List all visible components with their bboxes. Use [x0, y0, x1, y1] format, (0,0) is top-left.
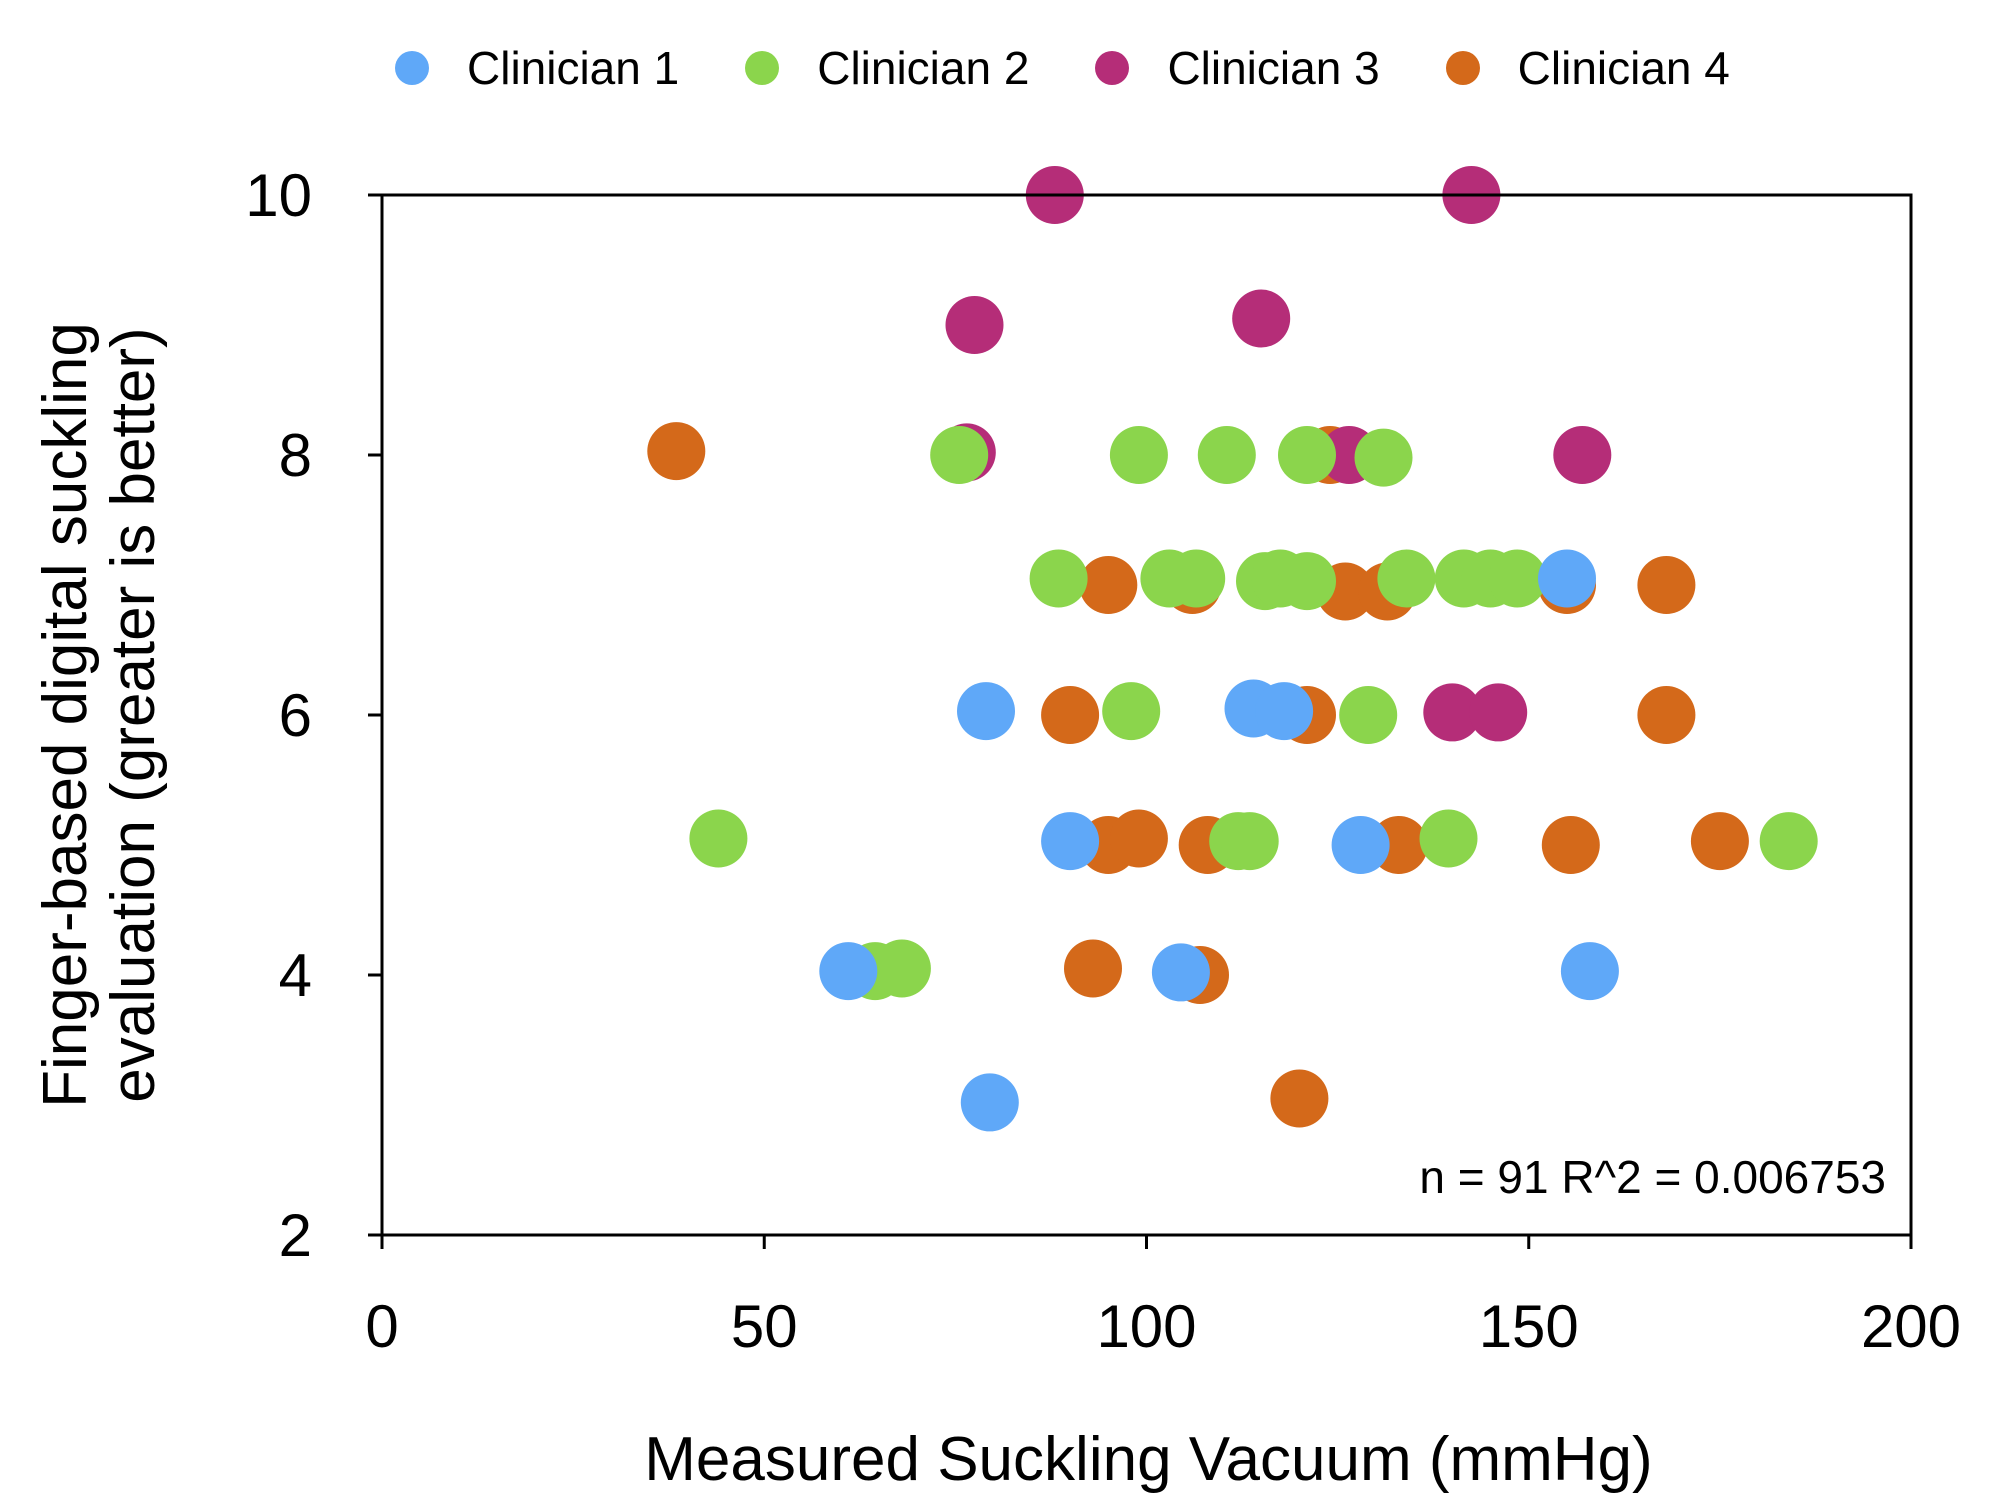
data-point-clinician-4[interactable] [647, 422, 706, 481]
data-point-clinician-4[interactable] [1109, 809, 1168, 868]
data-point-clinician-2[interactable] [689, 809, 748, 868]
legend-item-clinician-3[interactable]: Clinician 3 [1095, 38, 1380, 98]
data-point-clinician-2[interactable] [872, 939, 931, 998]
data-point-clinician-2[interactable] [1220, 812, 1279, 871]
data-point-clinician-1[interactable] [1560, 942, 1619, 1001]
data-point-clinician-2[interactable] [1488, 549, 1547, 608]
data-point-clinician-1[interactable] [1041, 812, 1100, 871]
data-point-clinician-3[interactable] [1423, 683, 1482, 742]
x-tick-label: 50 [731, 1293, 798, 1360]
y-axis-title: Finger-based digital suckling evaluation… [31, 322, 168, 1108]
legend-item-clinician-2[interactable]: Clinician 2 [745, 38, 1029, 98]
data-point-clinician-2[interactable] [1278, 426, 1336, 484]
y-tick-label: 8 [279, 422, 312, 489]
x-tick-label: 100 [1096, 1293, 1196, 1360]
legend-swatch-clinician-4 [1445, 51, 1480, 85]
points-layer [647, 166, 1818, 1132]
y-tick-label: 2 [279, 1202, 312, 1269]
legend: Clinician 1 Clinician 2 Clinician 3 Clin… [395, 38, 1796, 98]
data-point-clinician-2[interactable] [930, 426, 989, 484]
data-point-clinician-4[interactable] [1637, 686, 1696, 744]
data-point-clinician-1[interactable] [1151, 943, 1210, 1002]
y-tick-label: 10 [245, 162, 312, 229]
data-point-clinician-4[interactable] [1690, 812, 1749, 871]
data-point-clinician-1[interactable] [960, 1073, 1019, 1132]
data-point-clinician-1[interactable] [1331, 816, 1390, 874]
legend-label-clinician-4: Clinician 4 [1517, 42, 1730, 94]
legend-swatch-clinician-1 [395, 51, 429, 85]
data-point-clinician-1[interactable] [957, 682, 1015, 741]
data-point-clinician-1[interactable] [819, 942, 878, 1001]
y-tick-label: 6 [279, 682, 312, 749]
data-point-clinician-4[interactable] [1064, 939, 1122, 998]
data-point-clinician-2[interactable] [1029, 549, 1088, 608]
data-point-clinician-1[interactable] [1255, 682, 1314, 741]
legend-swatch-clinician-2 [745, 51, 780, 85]
legend-item-clinician-4[interactable]: Clinician 4 [1445, 38, 1730, 98]
data-point-clinician-2[interactable] [1167, 549, 1226, 608]
data-point-clinician-2[interactable] [1354, 428, 1413, 487]
data-point-clinician-4[interactable] [1079, 556, 1138, 614]
legend-swatch-clinician-3 [1095, 51, 1130, 85]
data-point-clinician-3[interactable] [1553, 426, 1612, 484]
data-point-clinician-2[interactable] [1339, 686, 1398, 744]
data-point-clinician-2[interactable] [1377, 549, 1436, 608]
legend-item-clinician-1[interactable]: Clinician 1 [395, 38, 679, 98]
data-point-clinician-3[interactable] [1469, 683, 1528, 742]
data-point-clinician-1[interactable] [1538, 549, 1596, 608]
stats-annotation: n = 91 R^2 = 0.006753 [1419, 1151, 1886, 1203]
data-point-clinician-2[interactable] [1109, 426, 1168, 484]
legend-label-clinician-3: Clinician 3 [1167, 42, 1380, 94]
data-point-clinician-2[interactable] [1278, 552, 1336, 611]
data-point-clinician-4[interactable] [1541, 816, 1600, 874]
data-point-clinician-4[interactable] [1270, 1069, 1329, 1128]
x-tick-label: 200 [1861, 1293, 1961, 1360]
data-point-clinician-2[interactable] [1197, 426, 1256, 484]
data-point-clinician-2[interactable] [1419, 809, 1478, 868]
legend-label-clinician-2: Clinician 2 [817, 42, 1030, 94]
data-point-clinician-4[interactable] [1041, 686, 1100, 744]
y-tick-label: 4 [279, 942, 312, 1009]
y-axis-title-line-1: Finger-based digital suckling [31, 322, 100, 1108]
data-point-clinician-2[interactable] [1102, 682, 1161, 741]
data-point-clinician-2[interactable] [1759, 812, 1818, 871]
x-axis-title: Measured Suckling Vacuum (mmHg) [644, 1425, 1652, 1494]
data-point-clinician-3[interactable] [945, 296, 1004, 354]
x-tick-label: 0 [365, 1293, 398, 1360]
data-point-clinician-3[interactable] [1232, 289, 1291, 348]
y-axis-title-line-2: evaluation (greater is better) [99, 327, 168, 1102]
x-tick-label: 150 [1479, 1293, 1579, 1360]
ticks-layer: 0 50 100 150 200 2 4 6 8 10 [245, 162, 1961, 1360]
legend-label-clinician-1: Clinician 1 [467, 42, 680, 94]
data-point-clinician-4[interactable] [1637, 556, 1696, 614]
